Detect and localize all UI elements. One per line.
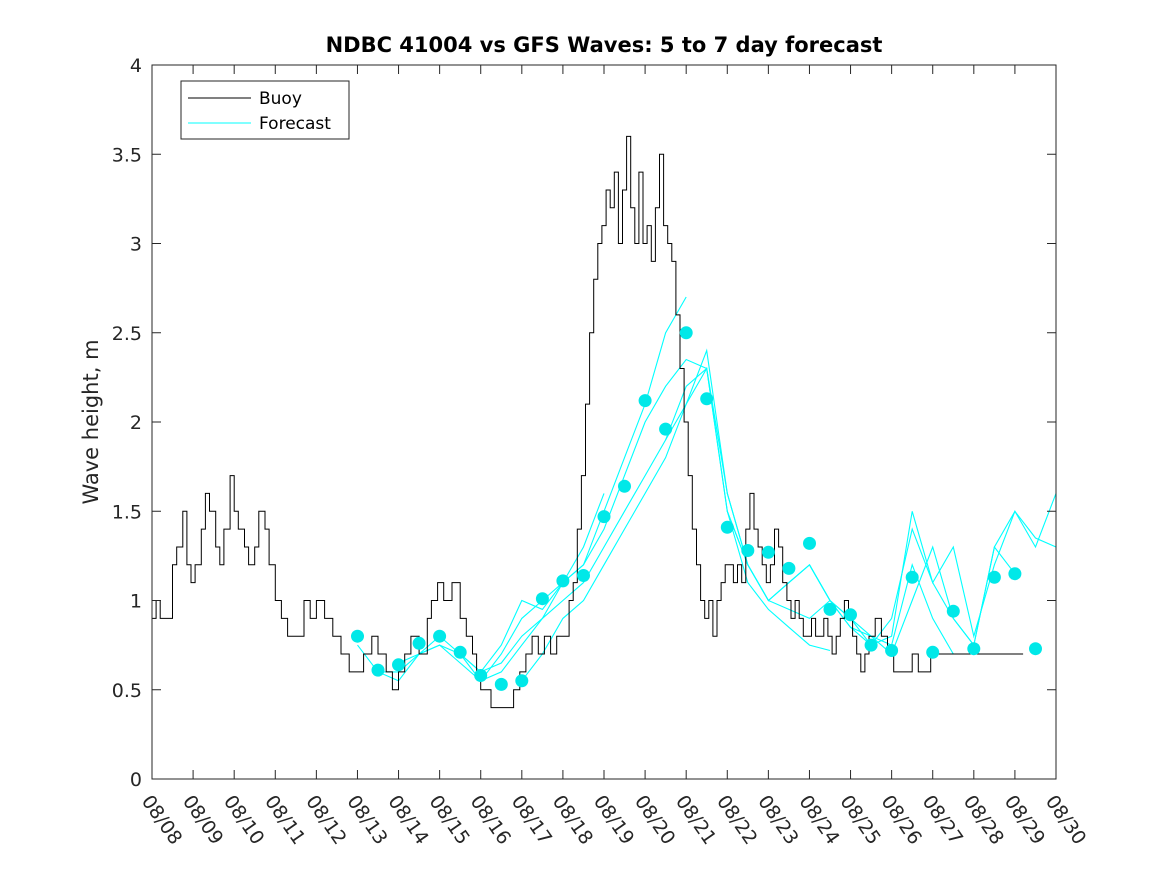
forecast-point — [761, 545, 775, 559]
forecast-point — [885, 644, 899, 657]
forecast-point — [597, 510, 611, 524]
forecast-point — [371, 663, 385, 677]
ticks-layer — [151, 64, 1057, 780]
forecast-point — [864, 638, 878, 652]
forecast-point — [823, 602, 837, 616]
forecast-point — [905, 570, 919, 584]
forecast-point — [453, 645, 467, 659]
legend-label-forecast: Forecast — [259, 114, 331, 134]
forecast-point — [720, 520, 734, 534]
forecast-series-line — [521, 366, 872, 682]
forecast-point — [659, 422, 673, 436]
y-tick-label: 3 — [130, 234, 142, 256]
forecast-series-line — [870, 510, 1057, 647]
forecast-point — [803, 536, 816, 550]
y-tick-label: 2.5 — [112, 323, 142, 345]
forecast-point — [474, 669, 488, 682]
y-tick-label: 1 — [130, 591, 142, 613]
forecast-point — [515, 674, 529, 688]
y-axis-label: Wave height, m — [79, 339, 103, 504]
legend-label-buoy: Buoy — [259, 89, 302, 109]
forecast-point — [433, 629, 447, 643]
forecast-point — [782, 561, 796, 575]
forecast-point — [1008, 567, 1022, 581]
y-tick-label: 0.5 — [112, 680, 142, 702]
chart-title: NDBC 41004 vs GFS Waves: 5 to 7 day fore… — [326, 33, 883, 57]
forecast-point — [618, 479, 631, 493]
forecast-point — [556, 574, 570, 588]
y-tick-label: 2 — [130, 412, 142, 434]
forecast-series-line — [459, 367, 831, 682]
forecast-point — [844, 608, 857, 622]
forecast-marker-layer — [351, 326, 1042, 691]
forecast-point — [700, 392, 714, 406]
legend: Buoy Forecast — [180, 80, 350, 140]
y-axis: 0 0.5 1 1.5 2 2.5 3 3.5 4 — [112, 55, 142, 791]
forecast-point — [1029, 642, 1042, 656]
forecast-point — [741, 544, 755, 557]
forecast-point — [494, 677, 508, 691]
y-tick-label: 4 — [130, 55, 142, 77]
y-tick-label: 3.5 — [112, 144, 142, 166]
plot-area — [151, 64, 1057, 780]
forecast-point — [946, 604, 960, 618]
forecast-point — [987, 570, 1001, 584]
forecast-point — [679, 326, 693, 340]
forecast-point — [577, 569, 590, 582]
forecast-point — [926, 645, 940, 659]
buoy-series-line — [152, 135, 1024, 709]
legend-box — [180, 80, 350, 140]
plot-background — [152, 65, 1056, 779]
forecast-point — [412, 636, 426, 650]
buoy-layer — [152, 135, 1024, 709]
forecast-point — [638, 394, 652, 408]
y-tick-label: 0 — [130, 769, 142, 791]
forecast-point — [967, 642, 981, 656]
forecast-point — [535, 592, 549, 606]
forecast-point — [392, 658, 405, 672]
forecast-point — [351, 629, 364, 643]
y-tick-label: 1.5 — [112, 501, 142, 523]
